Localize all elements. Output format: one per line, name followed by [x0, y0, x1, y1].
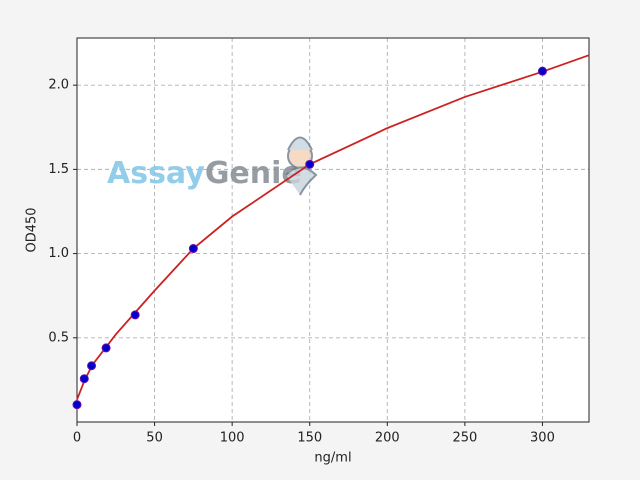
data-point — [537, 66, 547, 76]
x-tick-label: 200 — [375, 431, 400, 446]
watermark-part: Genie — [205, 156, 302, 191]
x-tick-label: 150 — [297, 431, 322, 446]
x-axis-label: ng/ml — [314, 451, 351, 466]
x-tick-label: 50 — [146, 431, 163, 446]
y-tick-label: 1.5 — [48, 162, 69, 177]
data-point — [188, 244, 198, 254]
y-tick-label: 0.5 — [48, 330, 69, 345]
plot-background — [77, 38, 589, 422]
x-tick-label: 300 — [530, 431, 555, 446]
x-tick-label: 250 — [452, 431, 477, 446]
x-tick-label: 0 — [73, 431, 81, 446]
watermark-part: Assay — [107, 156, 205, 191]
data-point — [87, 361, 97, 371]
data-point — [79, 374, 89, 384]
data-point — [305, 159, 315, 169]
y-tick-label: 2.0 — [48, 78, 69, 93]
data-point — [101, 343, 111, 353]
x-tick-label: 100 — [220, 431, 245, 446]
y-tick-label: 1.0 — [48, 246, 69, 261]
data-point — [130, 310, 140, 320]
watermark: AssayGenie — [107, 156, 302, 191]
y-axis-label: OD450 — [25, 207, 40, 252]
data-point — [72, 400, 82, 410]
plot-frame — [76, 37, 590, 423]
